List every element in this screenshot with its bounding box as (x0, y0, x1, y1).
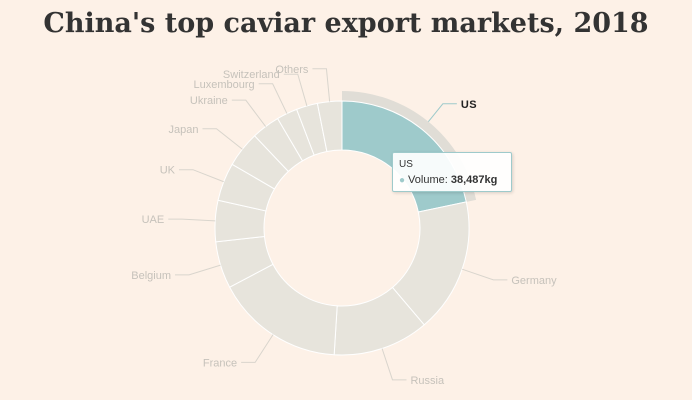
tooltip-series-marker: ● (399, 175, 406, 186)
slice-labels: US Germany Russia France Belgium UAE UK Japan Uk… (131, 64, 557, 387)
slice-label-uk: UK (160, 165, 176, 177)
tooltip-row: ● Volume: 38,487kg (399, 174, 498, 186)
leader-line-others (312, 68, 331, 102)
slice-label-japan: Japan (168, 124, 198, 136)
slice-label-ukraine: Ukraine (190, 95, 228, 107)
leader-line-russia (381, 348, 407, 381)
chart-title: China's top caviar export markets, 2018 (43, 8, 649, 39)
slice-label-luxembourg: Luxembourg (193, 79, 254, 91)
slice-label-us: US (461, 99, 477, 111)
tooltip: US ● Volume: 38,487kg (392, 152, 512, 192)
slice-label-france: France (203, 357, 237, 369)
leader-line-luxembourg (258, 83, 288, 114)
leader-line-france (241, 334, 274, 363)
leader-lines (168, 68, 508, 381)
slice-label-germany: Germany (511, 275, 557, 287)
leader-line-switzerland (283, 73, 308, 107)
leader-line-germany (461, 268, 508, 281)
slice-label-uae: UAE (142, 214, 165, 226)
tooltip-category: US (399, 159, 413, 170)
slices-layer (214, 91, 477, 356)
leader-line-uk (178, 169, 224, 183)
leader-line-ukraine (231, 99, 267, 127)
slice-others[interactable] (316, 100, 343, 153)
slice-label-others: Others (275, 64, 309, 76)
slice-label-belgium: Belgium (131, 270, 171, 282)
slice-label-russia: Russia (410, 375, 445, 387)
tooltip-series-label: Volume (408, 174, 445, 186)
tooltip-value: 38,487kg (450, 174, 498, 186)
leader-line-japan (202, 128, 243, 150)
leader-line-belgium (175, 264, 221, 276)
leader-line-us (427, 103, 457, 122)
leader-line-uae (168, 218, 216, 222)
slice-label-switzerland: Switzerland (223, 69, 280, 81)
